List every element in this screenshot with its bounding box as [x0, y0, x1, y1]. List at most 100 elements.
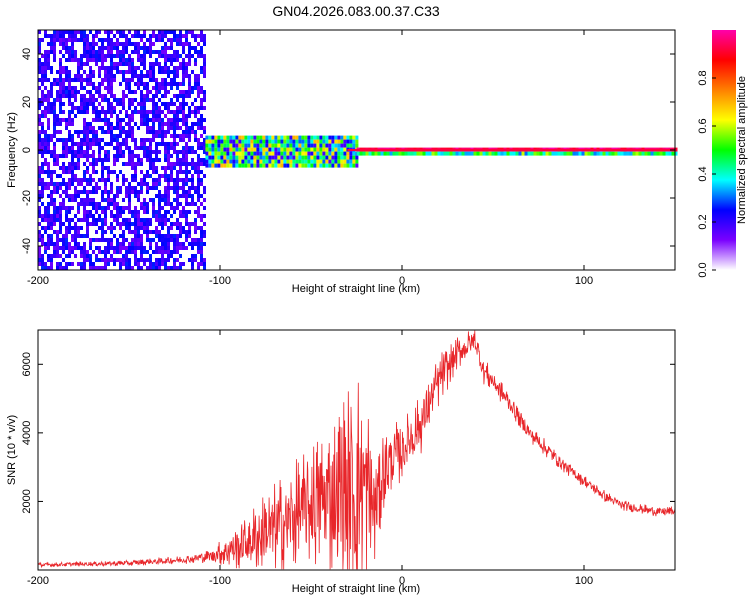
spectrogram-cell [170, 238, 173, 242]
spectrogram-cell [65, 66, 68, 70]
spectrogram-cell [44, 30, 47, 34]
spectrogram-cell [110, 102, 113, 106]
spectrogram-cell [286, 151, 290, 156]
spectrogram-cell [194, 258, 197, 262]
spectrogram-cell [89, 178, 92, 182]
spectrogram-cell [107, 50, 110, 54]
spectrogram-cell [194, 218, 197, 222]
spectrogram-cell [197, 94, 200, 98]
spectrogram-cell [95, 90, 98, 94]
spectrogram-cell [56, 38, 59, 42]
spectrogram-cell [110, 226, 113, 230]
spectrogram-cell [176, 154, 179, 158]
spectrogram-cell [128, 258, 131, 262]
spectrogram-cell [98, 226, 101, 230]
spectrogram-cell [334, 147, 338, 152]
spectrogram-cell [116, 46, 119, 50]
spectrogram-cell [152, 182, 155, 186]
spectrogram-cell [164, 218, 167, 222]
spectrogram-cell [125, 162, 128, 166]
spectrogram-cell [185, 30, 188, 34]
spectrogram-cell [65, 218, 68, 222]
spectrogram-cell [104, 198, 107, 202]
spectrogram-cell [203, 58, 206, 62]
spectrogram-cell [41, 54, 44, 58]
spectrogram-cell [104, 150, 107, 154]
spectrogram-cell [170, 206, 173, 210]
spectrogram-cell [80, 102, 83, 106]
spectrogram-cell [161, 246, 164, 250]
spectrogram-cell [131, 138, 134, 142]
spectrogram-cell [173, 54, 176, 58]
spectrogram-cell [50, 66, 53, 70]
spectrogram-cell [182, 206, 185, 210]
spectrogram-cell [92, 178, 95, 182]
spectrogram-cell [167, 246, 170, 250]
spectrogram-cell [110, 138, 113, 142]
spectrogram-cell [95, 254, 98, 258]
spectrogram-cell [77, 146, 80, 150]
spectrogram-cell [98, 82, 101, 86]
spectrogram-cell [200, 106, 203, 110]
spectrogram-cell [86, 214, 89, 218]
spectrogram-cell [217, 163, 221, 168]
spectrogram-cell [295, 139, 299, 144]
spectrogram-cell [119, 30, 122, 34]
spectrogram-cell [92, 110, 95, 114]
spectrogram-cell [65, 190, 68, 194]
spectrogram-cell [128, 82, 131, 86]
spectrogram-cell [110, 74, 113, 78]
spectrogram-cell [101, 66, 104, 70]
spectrogram-cell [226, 143, 230, 148]
spectrogram-cell [188, 30, 191, 34]
spectrogram-cell [53, 102, 56, 106]
spectrogram-cell [137, 214, 140, 218]
spectrogram-cell [98, 90, 101, 94]
spectrogram-cell [38, 238, 41, 242]
spectrogram-cell [521, 151, 525, 156]
spectrogram-cell [232, 163, 236, 168]
spectrogram-cell [134, 226, 137, 230]
spectrogram-cell [68, 114, 71, 118]
spectrogram-cell [485, 151, 489, 156]
spectrogram-cell [167, 70, 170, 74]
spectrogram-cell [125, 34, 128, 38]
spectrogram-cell [116, 186, 119, 190]
spectrogram-cell [59, 266, 62, 270]
spectrogram-cell [268, 155, 272, 160]
spectrogram-cell [128, 266, 131, 270]
spectrogram-cell [116, 66, 119, 70]
spectrogram-cell [197, 166, 200, 170]
spectrogram-cell [289, 139, 293, 144]
spectrogram-cell [131, 126, 134, 130]
spectrogram-cell [250, 159, 254, 164]
spectrogram-cell [53, 38, 56, 42]
spectrogram-cell [665, 151, 669, 156]
spectrogram-cell [182, 62, 185, 66]
spectrogram-cell [119, 50, 122, 54]
spectrogram-cell [161, 194, 164, 198]
spectrogram-cell [89, 242, 92, 246]
spectrogram-cell [158, 38, 161, 42]
spectrogram-cell [44, 226, 47, 230]
spectrogram-cell [200, 30, 203, 34]
spectrogram-cell [53, 242, 56, 246]
spectrogram-cell [590, 151, 594, 156]
spectrogram-cell [113, 54, 116, 58]
spectrogram-cell [59, 118, 62, 122]
spectrogram-cell [62, 202, 65, 206]
spectrogram-cell [146, 98, 149, 102]
spectrogram-cell [92, 250, 95, 254]
spectrogram-cell [62, 182, 65, 186]
spectrogram-cell [101, 46, 104, 50]
spectrogram-cell [107, 66, 110, 70]
spectrogram-cell [62, 154, 65, 158]
spectrogram-cell [176, 134, 179, 138]
spectrogram-cell [38, 70, 41, 74]
spectrogram-cell [197, 86, 200, 90]
spectrogram-cell [50, 94, 53, 98]
spectrogram-cell [41, 142, 44, 146]
spectrogram-cell [53, 154, 56, 158]
spectrogram-cell [158, 70, 161, 74]
spectrogram-cell [134, 218, 137, 222]
